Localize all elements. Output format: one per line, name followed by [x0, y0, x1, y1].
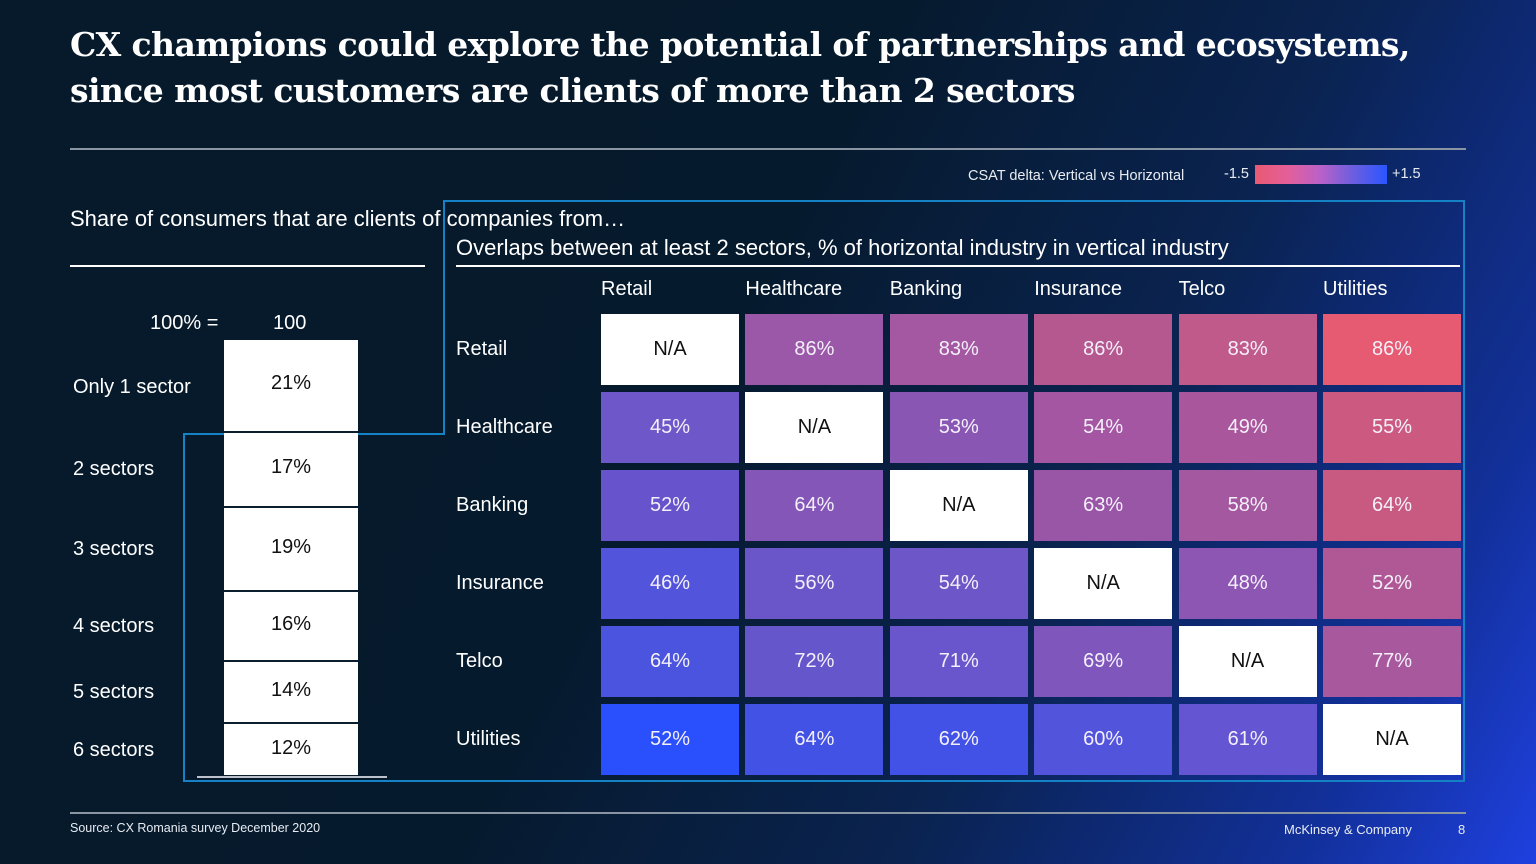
segment-value-label: 16% [270, 612, 312, 635]
heatmap-cell: 56% [745, 548, 884, 619]
category-label: 5 sectors [73, 681, 155, 704]
stacked-bar-baseline [197, 776, 387, 778]
heatmap-cell: 60% [1034, 704, 1173, 775]
footer-divider [70, 812, 1466, 814]
category-label: 4 sectors [73, 614, 155, 637]
column-header: Telco [1178, 278, 1226, 300]
heatmap-cell: N/A [1323, 704, 1461, 775]
stacked-bar-title: Share of consumers that are clients of c… [70, 206, 626, 231]
base-label: 100% = [150, 312, 219, 334]
stacked-bar-segment: 16% [224, 591, 358, 663]
heatmap-cell: 86% [1323, 314, 1461, 385]
source-note: Source: CX Romania survey December 2020 [70, 821, 321, 835]
row-header: Insurance [456, 572, 544, 594]
category-label: 6 sectors [73, 738, 155, 761]
column-header: Healthcare [745, 278, 843, 300]
stacked-bar-segment: 17% [224, 432, 358, 508]
heatmap-title: Overlaps between at least 2 sectors, % o… [456, 235, 1229, 260]
slide-title: CX champions could explore the potential… [70, 25, 1410, 110]
heatmap-cell: 72% [745, 626, 884, 697]
heatmap-cell: 48% [1178, 548, 1317, 619]
category-label: 3 sectors [73, 537, 155, 560]
base-value: 100 [273, 312, 307, 334]
stacked-bar-segment: 12% [224, 724, 358, 777]
callout-frame-stem [443, 200, 445, 435]
stacked-bar-segment: 19% [224, 507, 358, 592]
row-header: Banking [456, 494, 529, 516]
row-header: Healthcare [456, 416, 553, 438]
heatmap-cell: 58% [1178, 470, 1317, 541]
heatmap-cell: 83% [1178, 314, 1317, 385]
heatmap-cell: 83% [889, 314, 1028, 385]
row-header: Utilities [456, 728, 521, 750]
heatmap-cell: 61% [1178, 704, 1317, 775]
heatmap-cell: 69% [1034, 626, 1173, 697]
heatmap-cell: N/A [889, 470, 1028, 541]
heatmap-cell: N/A [745, 392, 884, 463]
category-label: Only 1 sector [73, 376, 191, 399]
segment-value-label: 17% [270, 456, 312, 479]
stacked-bar-segment: 14% [224, 662, 358, 725]
heatmap-cell: N/A [1178, 626, 1317, 697]
heatmap-cell: N/A [601, 314, 739, 385]
legend-min-label: -1.5 [1224, 166, 1249, 182]
heatmap-cell: 77% [1323, 626, 1461, 697]
brand-name: McKinsey & Company [1284, 822, 1412, 837]
heatmap-cell: 52% [1323, 548, 1461, 619]
heatmap-cell: 64% [1323, 470, 1461, 541]
callout-frame [183, 200, 1465, 782]
title-divider [70, 148, 1466, 150]
heatmap-cell: 62% [889, 704, 1028, 775]
stacked-bar-title-rule [70, 265, 425, 267]
callout-frame-top [443, 200, 1465, 202]
heatmap-cell: 53% [889, 392, 1028, 463]
segment-value-label: 14% [270, 679, 312, 702]
column-header: Insurance [1034, 278, 1123, 300]
heatmap-cell: 46% [601, 548, 739, 619]
heatmap-cell: 54% [1034, 392, 1173, 463]
row-header: Telco [456, 650, 503, 672]
category-label: 2 sectors [73, 458, 155, 481]
heatmap-cell: 71% [889, 626, 1028, 697]
heatmap-title-rule [456, 265, 1460, 267]
heatmap-cell: 64% [745, 704, 884, 775]
legend-max-label: +1.5 [1392, 166, 1421, 182]
heatmap-cell: 63% [1034, 470, 1173, 541]
heatmap-cell: 64% [745, 470, 884, 541]
legend-color-bar [1255, 165, 1387, 184]
heatmap-cell: 49% [1178, 392, 1317, 463]
segment-value-label: 12% [270, 736, 312, 759]
legend-label: CSAT delta: Vertical vs Horizontal [968, 168, 1185, 184]
heatmap-cell: 45% [601, 392, 739, 463]
heatmap-cell: 86% [745, 314, 884, 385]
segment-value-label: 21% [270, 372, 312, 395]
heatmap-cell: 64% [601, 626, 739, 697]
callout-frame-left [183, 433, 185, 782]
row-header: Retail [456, 338, 508, 360]
color-legend: CSAT delta: Vertical vs Horizontal -1.5 … [0, 165, 1536, 189]
column-header: Retail [601, 278, 653, 300]
column-header: Banking [889, 278, 963, 300]
segment-value-label: 19% [270, 535, 312, 558]
heatmap-cell: N/A [1034, 548, 1173, 619]
heatmap-cell: 86% [1034, 314, 1173, 385]
stacked-bar-segment: 21% [224, 340, 358, 433]
page-number: 8 [1458, 822, 1466, 837]
heatmap-cell: 52% [601, 704, 739, 775]
heatmap-cell: 54% [889, 548, 1028, 619]
heatmap-cell: 55% [1323, 392, 1461, 463]
heatmap-cell: 52% [601, 470, 739, 541]
column-header: Utilities [1323, 278, 1388, 300]
